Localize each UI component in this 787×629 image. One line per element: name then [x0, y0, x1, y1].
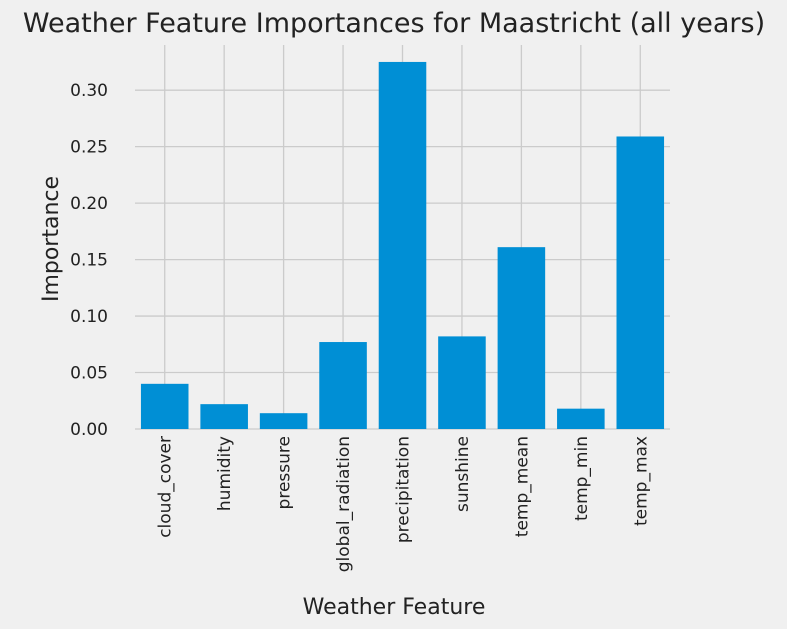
x-tick-label: precipitation [394, 436, 414, 543]
y-tick-label: 0.00 [70, 420, 108, 440]
x-tick-label: temp_mean [512, 436, 532, 537]
y-axis-label: Importance [39, 176, 64, 302]
bar-temp-max [616, 136, 665, 429]
x-tick-label: humidity [215, 436, 235, 511]
y-tick-label: 0.10 [70, 307, 108, 327]
bar-humidity [200, 404, 248, 429]
chart-title: Weather Feature Importances for Maastric… [23, 8, 765, 39]
x-tick-label: cloud_cover [156, 436, 176, 538]
bar-cloud-cover [140, 383, 189, 429]
bar-temp-mean [497, 247, 546, 429]
y-tick-label: 0.15 [70, 251, 108, 271]
x-tick-label: global_radiation [334, 436, 354, 572]
y-tick-labels: 0.00 0.05 0.10 0.15 0.20 0.25 0.30 [70, 81, 108, 440]
y-tick-label: 0.25 [70, 138, 108, 158]
x-tick-label: temp_max [631, 436, 651, 526]
y-tick-label: 0.20 [70, 194, 108, 214]
x-tick-label: pressure [275, 436, 295, 509]
bar-sunshine [438, 336, 486, 429]
bar-pressure [259, 413, 308, 429]
x-tick-label: temp_min [572, 436, 592, 521]
x-tick-label: sunshine [453, 436, 473, 512]
bars [140, 61, 665, 430]
x-tick-labels: cloud_cover humidity pressure global_radiat… [156, 436, 652, 572]
x-axis-label: Weather Feature [303, 595, 486, 620]
y-tick-label: 0.30 [70, 81, 108, 101]
bar-temp-min [557, 408, 605, 429]
bar-global-radiation [319, 342, 367, 429]
y-tick-label: 0.05 [70, 364, 108, 384]
bar-precipitation [378, 61, 427, 430]
